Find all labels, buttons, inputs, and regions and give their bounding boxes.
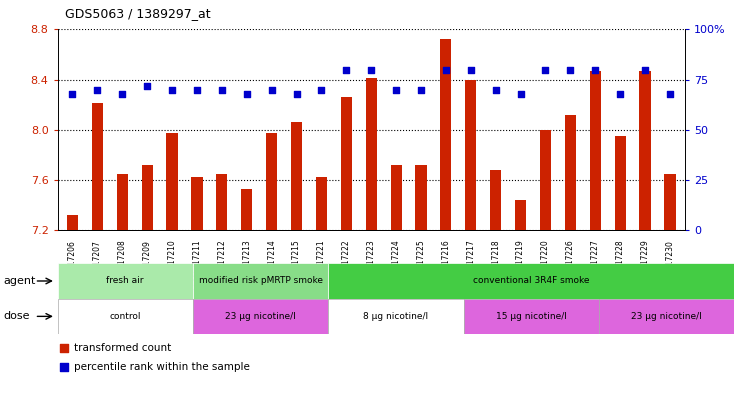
Bar (117, 174, 128, 230)
Point (639, 66, 651, 73)
Bar (291, 122, 302, 230)
Point (440, 66, 452, 73)
Text: 23 μg nicotine/l: 23 μg nicotine/l (631, 312, 702, 321)
Bar (341, 97, 352, 230)
Bar (167, 134, 178, 230)
Bar (415, 165, 427, 230)
Point (266, 86, 277, 93)
Point (58, 364, 69, 371)
Bar (67, 215, 78, 230)
Bar (490, 170, 501, 230)
Bar (328, 263, 734, 299)
Point (490, 86, 502, 93)
Bar (441, 39, 452, 230)
Point (141, 83, 153, 89)
Bar (142, 165, 153, 230)
Point (590, 66, 601, 73)
Point (117, 90, 128, 97)
Bar (590, 71, 601, 230)
Text: fresh air: fresh air (106, 277, 144, 285)
Point (316, 86, 328, 93)
Bar (193, 299, 328, 334)
Point (415, 86, 427, 93)
Text: conventional 3R4F smoke: conventional 3R4F smoke (473, 277, 590, 285)
Point (92, 86, 103, 93)
Bar (515, 200, 526, 230)
Point (664, 90, 676, 97)
Bar (241, 189, 252, 230)
Bar (193, 263, 328, 299)
Bar (463, 299, 599, 334)
Point (58, 345, 69, 351)
Text: 8 μg nicotine/l: 8 μg nicotine/l (363, 312, 429, 321)
Bar (565, 115, 576, 230)
Point (465, 66, 477, 73)
Text: agent: agent (3, 276, 35, 286)
Point (614, 90, 626, 97)
Bar (390, 165, 401, 230)
Bar (639, 71, 651, 230)
Text: 15 μg nicotine/l: 15 μg nicotine/l (496, 312, 567, 321)
Bar (328, 299, 463, 334)
Bar (58, 263, 193, 299)
Bar (92, 103, 103, 230)
Bar (599, 299, 734, 334)
Bar (316, 177, 327, 230)
Point (216, 86, 228, 93)
Bar (615, 136, 626, 230)
Point (340, 66, 352, 73)
Bar (664, 174, 675, 230)
Bar (58, 299, 193, 334)
Bar (266, 134, 277, 230)
Bar (365, 78, 377, 230)
Point (191, 86, 203, 93)
Text: dose: dose (3, 311, 30, 321)
Point (241, 90, 252, 97)
Text: 23 μg nicotine/l: 23 μg nicotine/l (225, 312, 296, 321)
Point (166, 86, 178, 93)
Text: transformed count: transformed count (74, 343, 171, 353)
Text: percentile rank within the sample: percentile rank within the sample (74, 362, 249, 373)
Text: control: control (109, 312, 141, 321)
Bar (465, 79, 477, 230)
Point (365, 66, 377, 73)
Point (514, 90, 526, 97)
Text: modified risk pMRTP smoke: modified risk pMRTP smoke (199, 277, 323, 285)
Bar (216, 174, 227, 230)
Point (66, 90, 78, 97)
Point (539, 66, 551, 73)
Bar (191, 177, 202, 230)
Point (565, 66, 576, 73)
Text: GDS5063 / 1389297_at: GDS5063 / 1389297_at (65, 7, 210, 20)
Point (291, 90, 303, 97)
Point (390, 86, 402, 93)
Bar (540, 130, 551, 230)
